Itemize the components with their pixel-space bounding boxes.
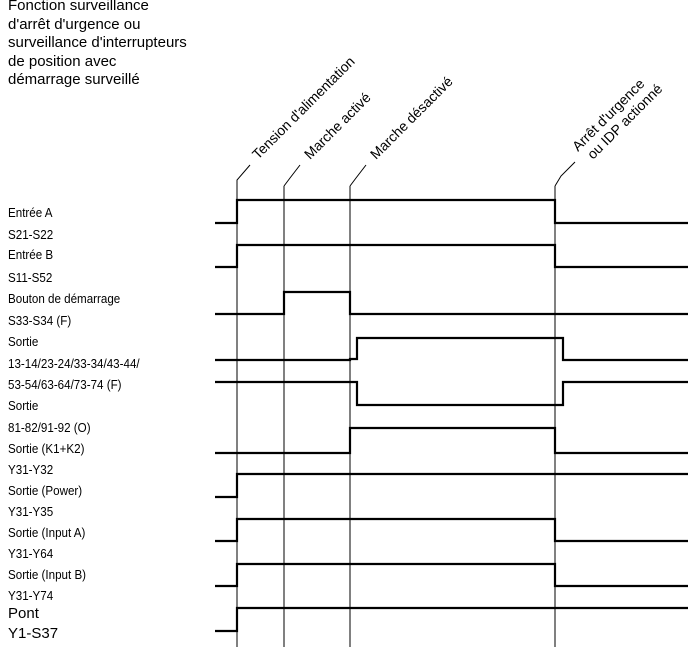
event-lines [236, 186, 556, 647]
waveform-entree-a [215, 198, 688, 225]
waveform-bouton-demarrage [215, 290, 688, 316]
waveforms [215, 198, 688, 633]
label-sortie-1-terminals-a: 13-14/23-24/33-34/43-44/ [8, 356, 140, 371]
label-pont: Pont [8, 605, 39, 622]
title-line: de position avec [8, 52, 117, 70]
label-sortie-2-terminals: 81-82/91-92 (O) [8, 420, 91, 435]
waveform-pont [215, 606, 688, 633]
label-sortie-k1k2-terminals: Y31-Y32 [8, 462, 54, 477]
label-sortie-input-a-terminals: Y31-Y64 [8, 546, 54, 561]
waveform-sortie-power [215, 472, 688, 499]
label-entree-b: Entrée B [8, 247, 54, 262]
label-entree-a: Entrée A [8, 205, 53, 220]
label-sortie-input-b-terminals: Y31-Y74 [8, 588, 54, 603]
label-sortie-k1k2: Sortie (K1+K2) [8, 441, 85, 456]
leader-tension [236, 164, 251, 186]
label-entree-a-terminals: S21-S22 [8, 227, 54, 242]
leader-marche-desactive [349, 164, 367, 187]
event-leaders [236, 161, 576, 187]
label-sortie-input-a: Sortie (Input A) [8, 525, 86, 540]
title-line: surveillance d'interrupteurs [8, 34, 187, 51]
title-line: d'arrêt d'urgence ou [8, 15, 141, 33]
label-pont-terminals: Y1-S37 [8, 625, 59, 642]
label-sortie-power: Sortie (Power) [8, 483, 83, 498]
event-labels: Tension d'alimentation Marche activé Mar… [249, 53, 666, 162]
event-label-marche-desactive: Marche désactivé [367, 73, 456, 162]
label-entree-b-terminals: S11-S52 [8, 270, 53, 285]
title-line: démarrage surveillé [8, 71, 140, 88]
label-sortie-1-terminals-b: 53-54/63-64/73-74 (F) [8, 377, 122, 392]
label-sortie-2: Sortie [8, 398, 39, 413]
waveform-sortie-k1k2 [215, 426, 688, 455]
waveform-sortie-no [215, 336, 688, 362]
leader-marche-active [283, 164, 301, 187]
label-bouton-terminals: S33-S34 (F) [8, 313, 72, 328]
label-sortie-input-b: Sortie (Input B) [8, 567, 87, 582]
title-line: Fonction surveillance [8, 0, 149, 14]
waveform-sortie-input-a [215, 517, 688, 543]
leader-arret-urgence [554, 161, 576, 187]
diagram-title: Fonction surveillance d'arrêt d'urgence … [8, 0, 248, 90]
label-sortie-1: Sortie [8, 334, 39, 349]
waveform-entree-b [215, 243, 688, 269]
label-sortie-power-terminals: Y31-Y35 [8, 504, 54, 519]
waveform-sortie-input-b [215, 562, 688, 588]
event-label-tension: Tension d'alimentation [249, 53, 358, 162]
waveform-sortie-nc [215, 380, 688, 407]
label-bouton-demarrage: Bouton de démarrage [8, 291, 121, 306]
